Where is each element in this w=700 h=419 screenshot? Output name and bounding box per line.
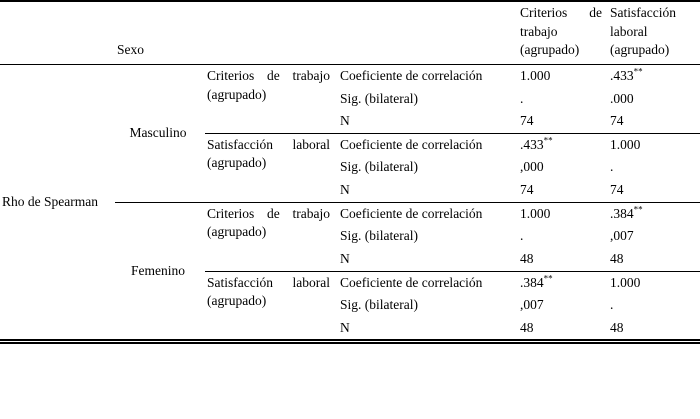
stat-label: N (340, 113, 350, 129)
value-text: 74 (520, 113, 534, 129)
value-cell: 74 (518, 110, 608, 133)
empty-header-cell (205, 1, 338, 65)
value-text: 1.000 (520, 205, 551, 221)
value-text: 74 (610, 113, 624, 129)
value-cell: 48 (608, 317, 700, 342)
significance-marker: ** (633, 66, 643, 77)
significance-marker: ** (543, 135, 553, 146)
value-text: ,007 (610, 228, 634, 244)
value-text: .384 (520, 274, 544, 290)
value-text: 48 (610, 250, 624, 266)
stat-label: N (340, 250, 350, 266)
value-cell: ,000 (518, 156, 608, 179)
table-row: Satisfacción laboral (agrupado) Coeficie… (0, 132, 700, 203)
corner-cell (0, 1, 115, 65)
table-row: Sig. (bilateral) . ,007 (0, 225, 700, 248)
sex-label-femenino: Femenino (115, 201, 205, 342)
value-text: ,000 (520, 159, 544, 175)
value-text: .433 (520, 136, 544, 152)
value-cell: 48 (518, 248, 608, 271)
correlation-table: Sexo Criterios de trabajo (agrupado) Sat… (0, 0, 700, 345)
significance-marker: ** (633, 204, 643, 215)
table-row: N 48 48 (0, 248, 700, 271)
table-row: Rho de Spearman Masculino Criterios de t… (0, 64, 700, 209)
value-cell: . (608, 156, 700, 179)
table-row: N 74 74 (0, 179, 700, 202)
value-text: .433 (610, 67, 634, 83)
stat-label: Sig. (bilateral) (340, 159, 418, 175)
header-row: Sexo Criterios de trabajo (agrupado) Sat… (0, 1, 700, 65)
value-cell: 48 (518, 317, 608, 342)
table-row: Sig. (bilateral) . .000 (0, 88, 700, 111)
sex-label-masculino: Masculino (129, 124, 187, 140)
significance-marker: ** (543, 273, 553, 283)
value-cell: 74 (518, 179, 608, 202)
value-cell: 1.000 (608, 132, 700, 157)
stat-label: Coeficiente de correlación (338, 270, 518, 295)
value-text: ,007 (520, 297, 544, 313)
value-text: .384 (610, 205, 634, 221)
value-cell: 1.000 (608, 270, 700, 295)
variable-label: Criterios de trabajo (agrupado) (205, 201, 338, 271)
value-cell: .433** (608, 64, 700, 87)
value-text: 1.000 (520, 67, 551, 83)
stat-label: N (340, 319, 350, 335)
value-cell: .384** (518, 270, 608, 295)
empty-header-cell (338, 1, 518, 65)
table-row: Satisfacción laboral (agrupado) Coeficie… (0, 270, 700, 342)
value-text: 1.000 (610, 136, 641, 152)
col-header-criterios: Criterios de trabajo (agrupado) (518, 1, 608, 65)
value-cell: . (518, 225, 608, 248)
stat-label: Coeficiente de correlación (338, 201, 518, 226)
variable-label: Satisfacción laboral (agrupado) (205, 132, 338, 203)
stat-label: Sig. (bilateral) (340, 297, 418, 313)
value-text: . (520, 90, 524, 106)
value-cell: 1.000 (518, 201, 608, 226)
value-cell: ,007 (608, 225, 700, 248)
table-row: N 74 74 (0, 110, 700, 133)
value-cell: .000 (608, 88, 700, 111)
table-row: Sig. (bilateral) ,000 . (0, 156, 700, 179)
value-cell: . (518, 88, 608, 111)
stat-label: Sig. (bilateral) (340, 90, 418, 106)
value-text: 74 (610, 182, 624, 197)
sex-header: Sexo (115, 1, 205, 65)
value-text: 48 (610, 319, 624, 335)
value-text: 74 (520, 182, 534, 197)
value-cell: 48 (608, 248, 700, 271)
value-text: . (520, 228, 524, 244)
col-header-satisfaccion: Satisfacción laboral (agrupado) (608, 1, 700, 65)
stat-label: Coeficiente de correlación (338, 132, 518, 157)
value-text: 1.000 (610, 274, 641, 290)
table-row: N 48 48 (0, 317, 700, 342)
rho-spearman-label: Rho de Spearman (2, 193, 98, 209)
value-cell: 1.000 (518, 64, 608, 87)
value-text: 48 (520, 319, 534, 335)
variable-label: Criterios de trabajo (agrupado) (207, 67, 330, 102)
table-row: Sig. (bilateral) ,007 . (0, 294, 700, 317)
stat-label: N (340, 182, 350, 197)
stat-label: Coeficiente de correlación (340, 67, 483, 83)
value-text: .000 (610, 90, 634, 106)
value-cell: .433** (518, 132, 608, 157)
value-cell: 74 (608, 110, 700, 133)
value-cell: 74 (608, 179, 700, 202)
variable-label: Satisfacción laboral (agrupado) (205, 270, 338, 342)
table-row: Femenino Criterios de trabajo (agrupado)… (0, 201, 700, 342)
stat-label: Sig. (bilateral) (340, 228, 418, 244)
value-cell: ,007 (518, 294, 608, 317)
value-text: . (610, 159, 614, 175)
value-text: 48 (520, 250, 534, 266)
value-cell: .384** (608, 201, 700, 226)
value-text: . (610, 297, 614, 313)
value-cell: . (608, 294, 700, 317)
